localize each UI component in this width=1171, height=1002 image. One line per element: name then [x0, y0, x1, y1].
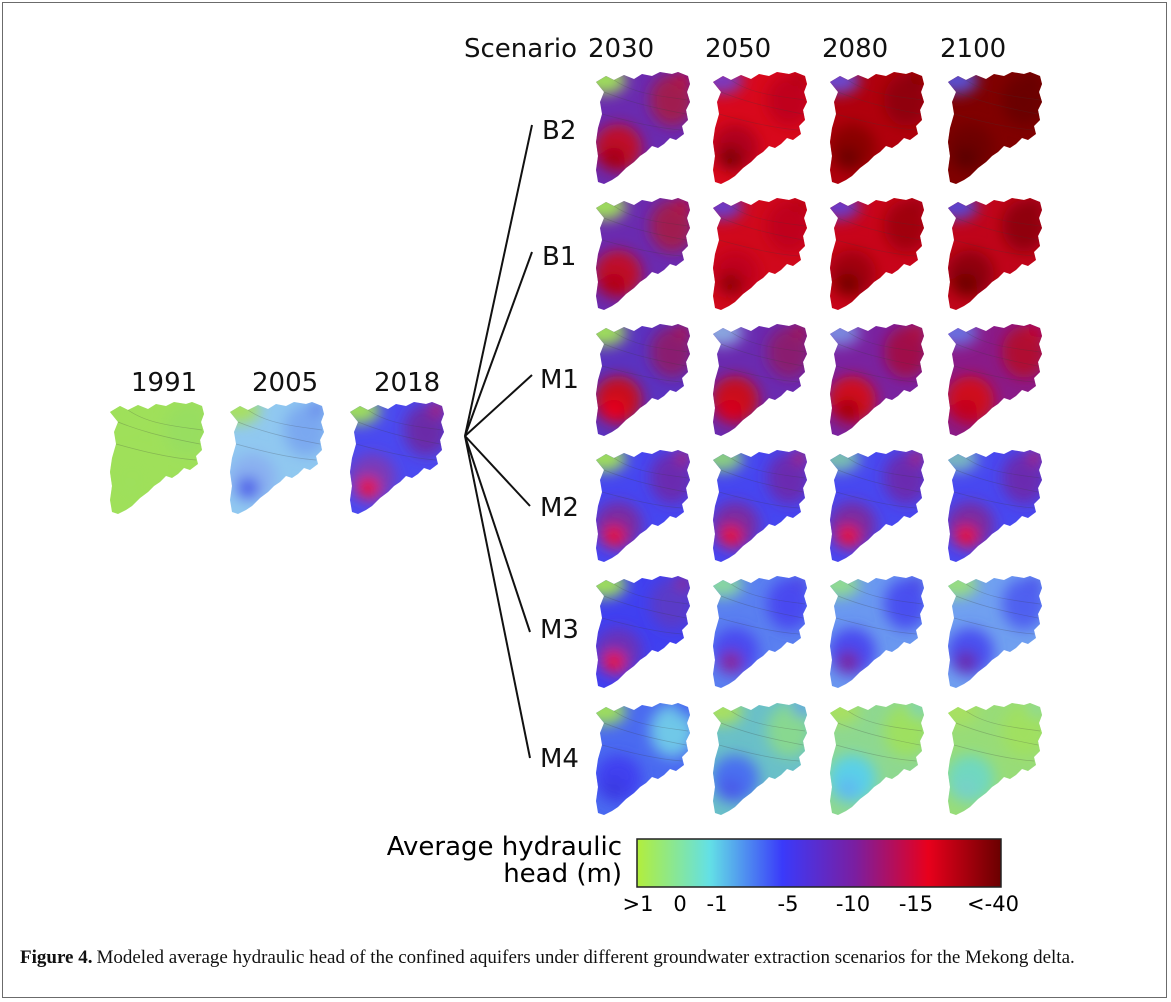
- colorbar-tick-lt40: <-40: [967, 892, 1019, 916]
- scenario-label-m3: M3: [540, 615, 579, 645]
- colorbar-title: Average hydraulic head (m): [360, 834, 622, 888]
- delta-map-shape: [948, 576, 1042, 688]
- delta-map-shape: [830, 576, 924, 688]
- year-label-2030: 2030: [588, 34, 655, 64]
- delta-map-shape: [830, 450, 924, 562]
- map-2005: [228, 400, 326, 516]
- year-label-2080: 2080: [822, 34, 889, 64]
- delta-map-shape: [830, 198, 924, 310]
- caption-label: Figure 4.: [20, 947, 93, 968]
- colorbar-title-line2: head (m): [503, 859, 622, 889]
- map-m3-2080: [828, 574, 926, 690]
- caption-text: Modeled average hydraulic head of the co…: [96, 947, 1075, 968]
- map-1991: [108, 400, 206, 516]
- year-label-1991: 1991: [131, 368, 198, 398]
- map-b2-2050: [711, 70, 809, 186]
- map-b1-2080: [828, 196, 926, 312]
- map-b1-2100: [946, 196, 1044, 312]
- map-m2-2100: [946, 448, 1044, 564]
- delta-map-shape: [110, 402, 204, 514]
- scenario-label-b2: B2: [542, 116, 577, 146]
- delta-map-shape: [713, 450, 807, 562]
- delta-map-shape: [713, 72, 807, 184]
- map-m4-2100: [946, 701, 1044, 817]
- map-m2-2030: [594, 448, 692, 564]
- year-label-2005: 2005: [252, 368, 319, 398]
- delta-map-shape: [596, 450, 690, 562]
- colorbar-tick-minus15: -15: [898, 892, 934, 916]
- map-b2-2100: [946, 70, 1044, 186]
- delta-map-shape: [948, 198, 1042, 310]
- map-m2-2080: [828, 448, 926, 564]
- delta-map-shape: [596, 703, 690, 815]
- map-b1-2030: [594, 196, 692, 312]
- year-label-2018: 2018: [374, 368, 441, 398]
- year-label-2100: 2100: [940, 34, 1007, 64]
- delta-map-shape: [948, 324, 1042, 436]
- colorbar-tick-minus10: -10: [835, 892, 871, 916]
- map-m2-2050: [711, 448, 809, 564]
- map-m1-2030: [594, 322, 692, 438]
- colorbar-tick-0: 0: [673, 892, 687, 916]
- scenario-label-m1: M1: [540, 365, 579, 395]
- delta-map-shape: [230, 402, 324, 514]
- figure-caption: Figure 4. Modeled average hydraulic head …: [20, 946, 1150, 970]
- map-m3-2050: [711, 574, 809, 690]
- delta-map-shape: [948, 450, 1042, 562]
- colorbar-gradient: [636, 838, 1002, 888]
- delta-map-shape: [713, 198, 807, 310]
- scenario-label-b1: B1: [542, 242, 577, 272]
- delta-map-shape: [948, 703, 1042, 815]
- map-m1-2050: [711, 322, 809, 438]
- delta-map-shape: [713, 576, 807, 688]
- delta-map-shape: [830, 703, 924, 815]
- map-m4-2080: [828, 701, 926, 817]
- map-b1-2050: [711, 196, 809, 312]
- map-m4-2030: [594, 701, 692, 817]
- map-2018: [348, 400, 446, 516]
- delta-map-shape: [596, 324, 690, 436]
- scenario-label-m4: M4: [540, 744, 579, 774]
- scenario-heading: Scenario: [464, 34, 578, 64]
- delta-map-shape: [596, 198, 690, 310]
- map-b2-2030: [594, 70, 692, 186]
- colorbar-tick-gt1: >1: [622, 892, 654, 916]
- map-m3-2030: [594, 574, 692, 690]
- scenario-label-m2: M2: [540, 493, 579, 523]
- map-m1-2080: [828, 322, 926, 438]
- map-m3-2100: [946, 574, 1044, 690]
- delta-map-shape: [948, 72, 1042, 184]
- map-m1-2100: [946, 322, 1044, 438]
- delta-map-shape: [596, 72, 690, 184]
- delta-map-shape: [596, 576, 690, 688]
- year-label-2050: 2050: [705, 34, 772, 64]
- map-m4-2050: [711, 701, 809, 817]
- colorbar-tick-minus1: -1: [706, 892, 728, 916]
- delta-map-shape: [713, 703, 807, 815]
- delta-map-shape: [350, 402, 444, 514]
- delta-map-shape: [830, 324, 924, 436]
- colorbar: [636, 838, 1002, 888]
- colorbar-title-line1: Average hydraulic: [386, 832, 622, 862]
- delta-map-shape: [713, 324, 807, 436]
- colorbar-tick-minus5: -5: [777, 892, 799, 916]
- map-b2-2080: [828, 70, 926, 186]
- delta-map-shape: [830, 72, 924, 184]
